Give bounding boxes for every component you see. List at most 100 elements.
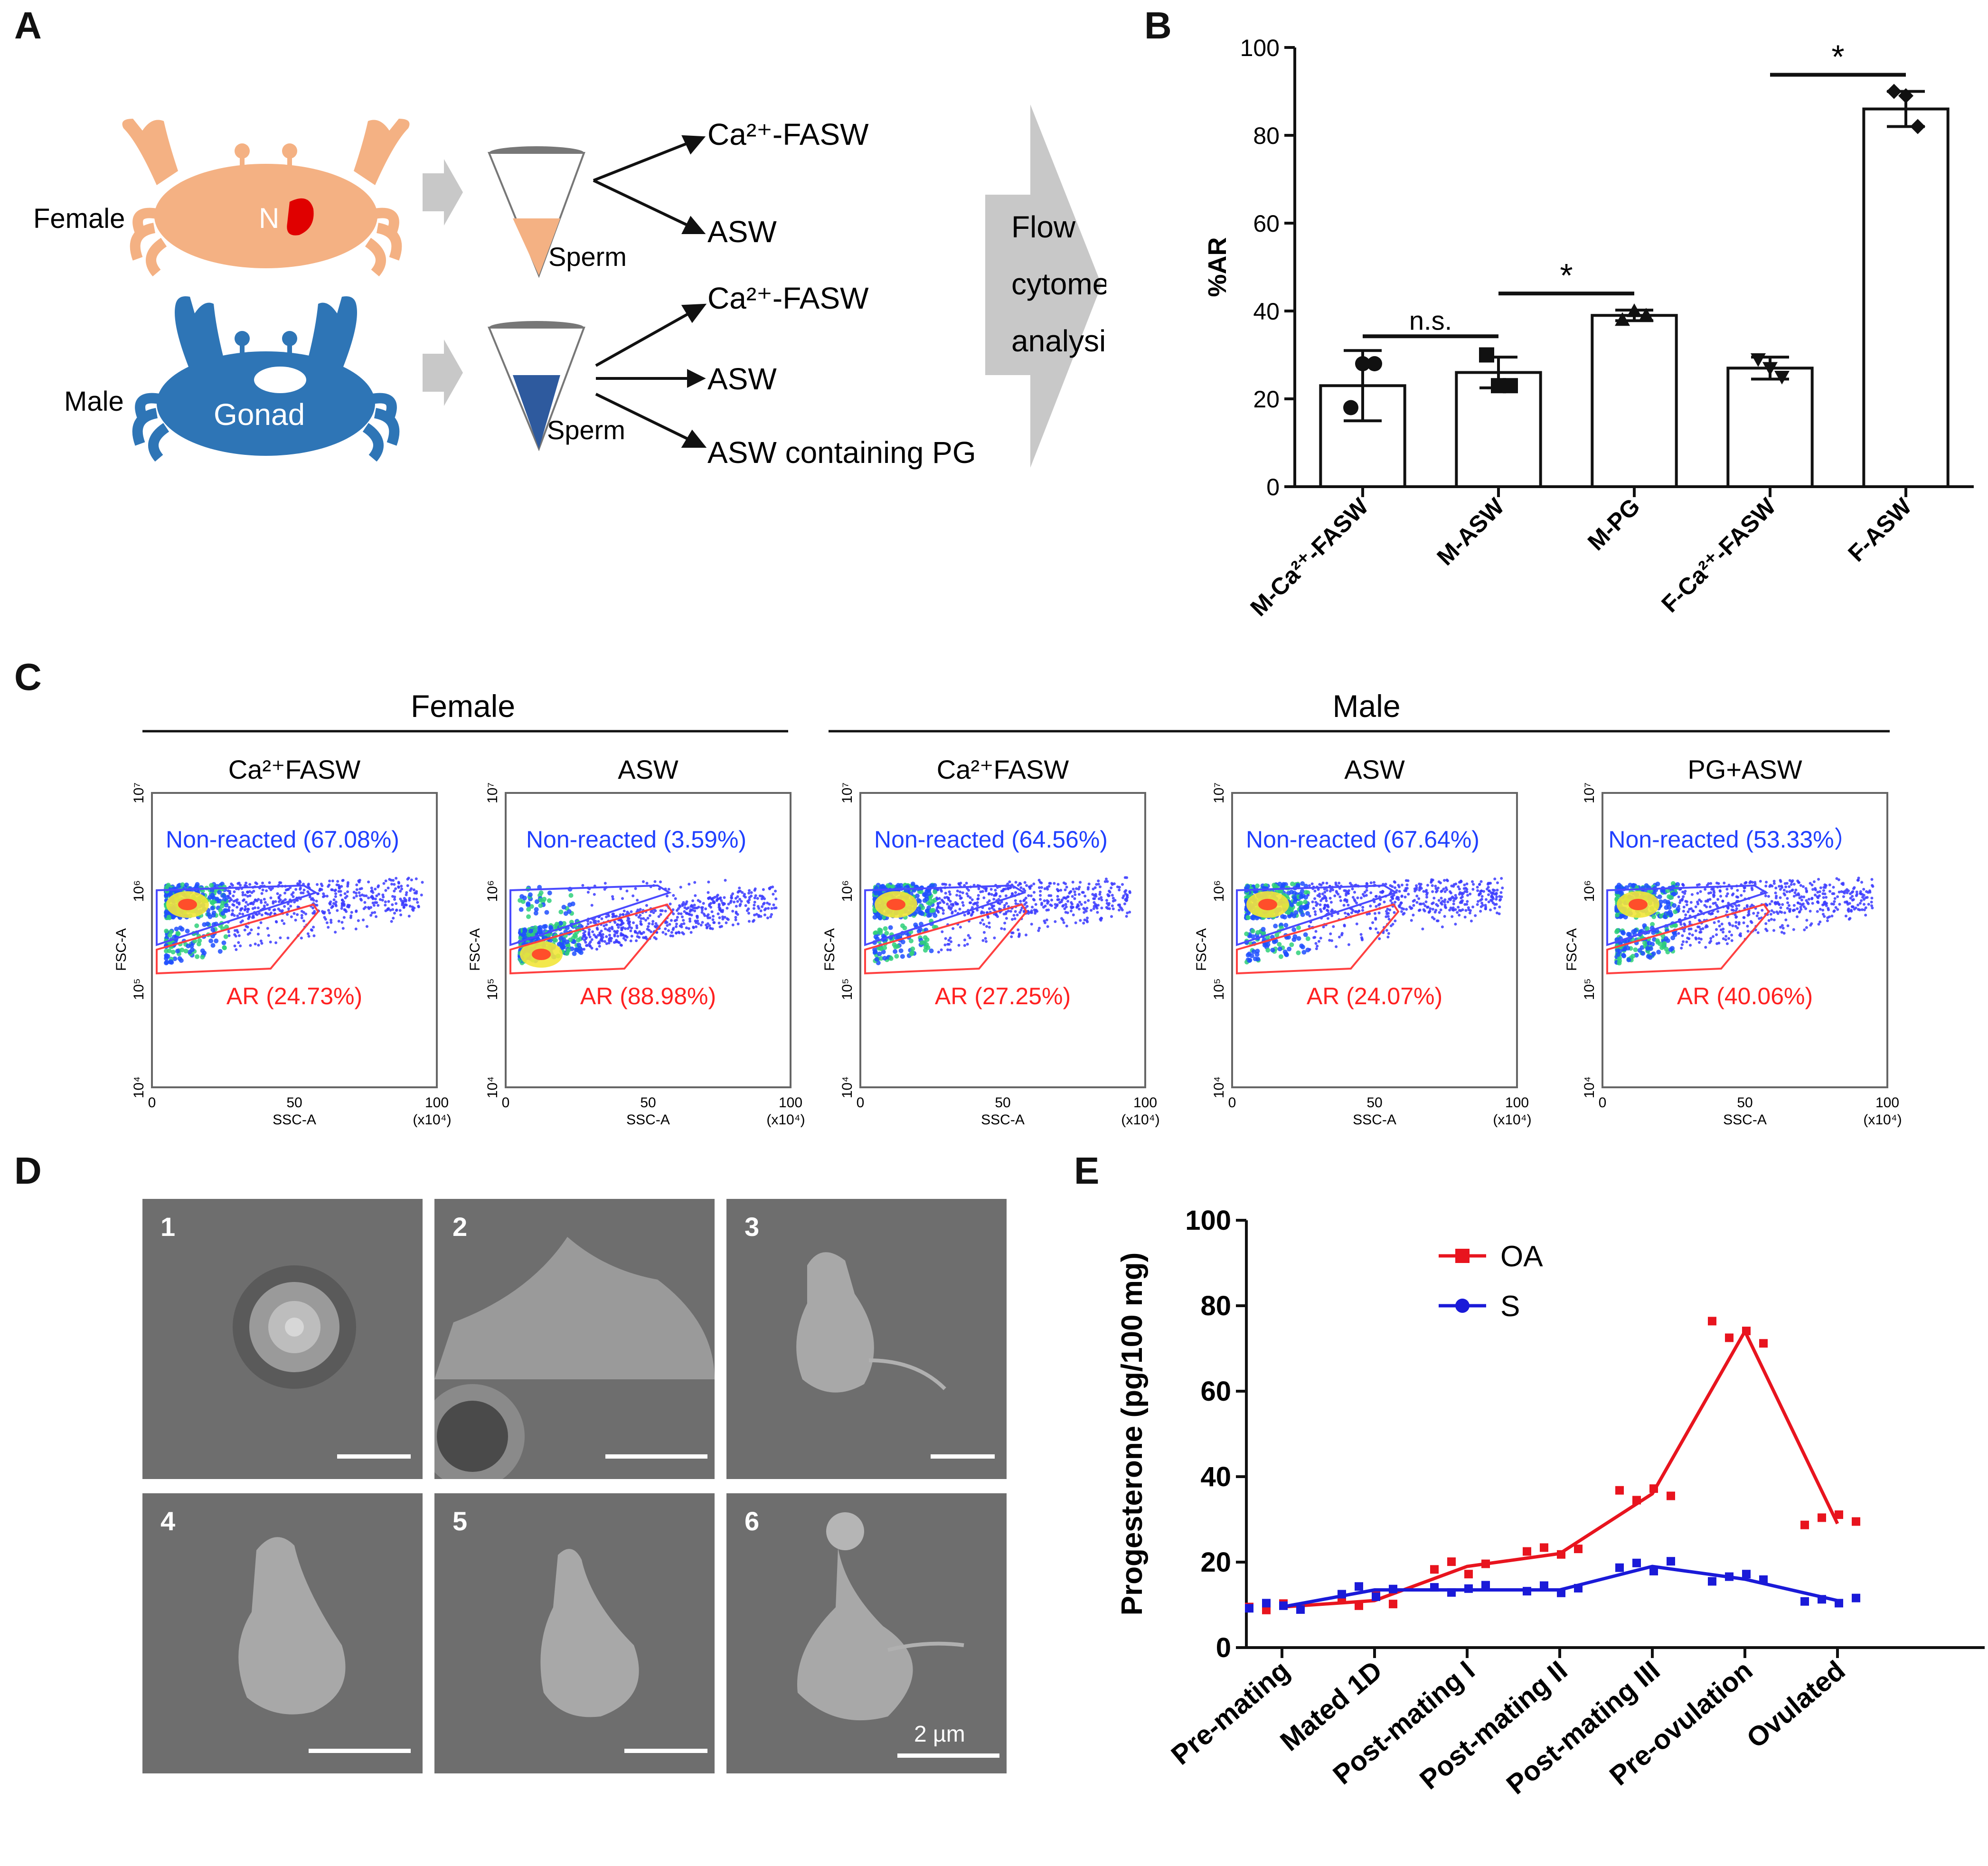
flow-dot [327, 909, 330, 912]
flow-dot [1244, 931, 1249, 936]
flow-dot [1030, 923, 1033, 926]
flow-dot [211, 913, 216, 918]
flow-dot [407, 914, 411, 918]
flow-dot [1324, 897, 1328, 900]
flow-dot [1764, 922, 1768, 925]
flow-dot [589, 945, 592, 948]
flow-dot [734, 918, 737, 922]
flow-dot [695, 925, 698, 928]
flow-dot [1689, 901, 1693, 904]
flow-dot [622, 937, 625, 940]
flow-dot [237, 934, 241, 937]
flow-dot [292, 895, 295, 898]
flow-dot [589, 921, 593, 924]
flow-dot [1501, 886, 1504, 890]
flow-dot [1861, 895, 1865, 899]
flow-dot [1296, 901, 1301, 906]
flow-dot [767, 907, 770, 910]
flow-dot [622, 909, 626, 913]
flow-dot [378, 898, 382, 901]
flow-dot [337, 920, 340, 923]
flow-dot [599, 933, 603, 937]
flow-dot [354, 927, 358, 931]
flow-dot [1746, 930, 1750, 933]
flow-dot [1788, 885, 1791, 888]
flow-dot [1045, 908, 1048, 912]
arrow-male-to-tube [423, 339, 463, 406]
male-target-2: ASW [707, 362, 777, 396]
female-label: Female [33, 203, 125, 234]
flow-dot [1388, 908, 1392, 912]
flow-dot [177, 956, 182, 961]
flow-dot [1314, 930, 1318, 933]
flow-dot [628, 921, 631, 924]
flow-dot [1277, 942, 1282, 947]
flow-dot [959, 925, 962, 929]
flow-dot [534, 907, 539, 912]
flow-dot [1375, 905, 1378, 908]
x-tick-label: 50 [640, 1095, 656, 1111]
flow-dot [1307, 894, 1310, 897]
flow-dot [1774, 891, 1777, 895]
female-target-1: Ca²⁺-FASW [707, 117, 869, 151]
flow-dot [961, 901, 964, 904]
flow-dot [1751, 881, 1754, 884]
flow-dot [227, 906, 231, 909]
flow-dot [639, 920, 642, 923]
flow-dot [1707, 892, 1710, 895]
flow-dot [996, 915, 999, 918]
flow-dot [205, 921, 210, 926]
flow-dot [1817, 901, 1820, 905]
flow-dot [1742, 916, 1745, 919]
flow-dot [1083, 911, 1086, 914]
flow-dot [334, 895, 337, 898]
flow-dot [735, 905, 738, 908]
x-axis-unit: (x10⁴) [766, 1112, 805, 1128]
flow-dot [666, 924, 669, 927]
flow-dot [1471, 887, 1475, 891]
flow-dot [1490, 894, 1494, 897]
flow-dot [608, 937, 611, 941]
flow-dot [1083, 918, 1086, 922]
flow-dot [603, 924, 606, 927]
flow-dot [1779, 906, 1782, 909]
flow-dot [1823, 901, 1826, 904]
flow-dot [1805, 889, 1808, 892]
flow-dot [246, 890, 249, 894]
flow-dot [1065, 924, 1068, 928]
flow-dot [210, 943, 216, 948]
x-tick-label: M-ASW [1432, 493, 1509, 571]
flow-dot [332, 898, 336, 902]
flow-dot [310, 898, 313, 901]
flow-dot [1112, 882, 1116, 886]
flow-dot [943, 943, 947, 947]
flow-dot [1756, 931, 1760, 934]
flow-dot [1828, 883, 1831, 886]
flow-dot [581, 937, 584, 940]
flow-dot [1103, 880, 1107, 883]
flow-dot [1064, 903, 1067, 906]
data-point [1262, 1599, 1271, 1608]
flow-dot [1325, 882, 1328, 885]
flow-dot [1856, 893, 1859, 896]
flow-dot [1422, 902, 1425, 905]
flow-dot [1438, 911, 1441, 914]
x-tick-label: 50 [286, 1095, 302, 1111]
flow-dot [384, 889, 387, 892]
flow-dot [1110, 886, 1113, 890]
flow-dot [274, 941, 278, 944]
male-target-1: Ca²⁺-FASW [707, 281, 869, 315]
flow-dot [1031, 905, 1034, 909]
flow-dot [1418, 882, 1421, 886]
flow-dot [593, 893, 596, 896]
flow-dot [1039, 894, 1042, 897]
flow-dot [1319, 883, 1323, 886]
flow-dot [754, 894, 757, 897]
flow-dot [982, 923, 986, 926]
flow-dot [1113, 899, 1117, 902]
flow-dot [1730, 933, 1734, 937]
panel-label-e: E [1074, 1150, 1100, 1192]
flow-dot [1744, 881, 1748, 884]
flow-dot [261, 881, 264, 885]
flow-dot [1782, 932, 1786, 935]
